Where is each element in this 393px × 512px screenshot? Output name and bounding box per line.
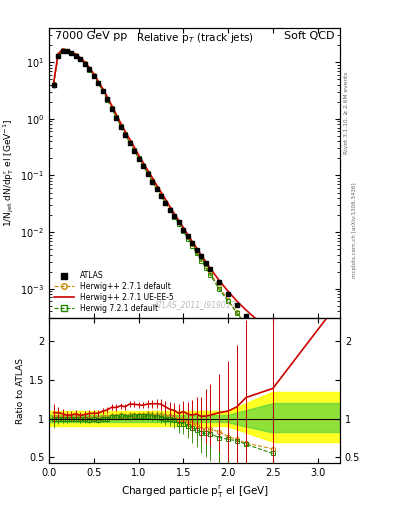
Text: ATLAS_2011_I919017: ATLAS_2011_I919017: [153, 301, 236, 310]
Legend: ATLAS, Herwig++ 2.7.1 default, Herwig++ 2.7.1 UE-EE-5, Herwig 7.2.1 default: ATLAS, Herwig++ 2.7.1 default, Herwig++ …: [53, 270, 175, 314]
Y-axis label: 1/N$_{\rm jet}$ dN/dp$_{\rm T}^{\rm r}$ el [GeV$^{-1}$]: 1/N$_{\rm jet}$ dN/dp$_{\rm T}^{\rm r}$ …: [2, 119, 16, 227]
X-axis label: Charged particle p$_{\rm T}^{\rm r}$ el [GeV]: Charged particle p$_{\rm T}^{\rm r}$ el …: [121, 484, 268, 500]
Text: mcplots.cern.ch [arXiv:1306.3436]: mcplots.cern.ch [arXiv:1306.3436]: [352, 183, 357, 278]
Text: 7000 GeV pp: 7000 GeV pp: [55, 31, 127, 41]
Text: Rivet 3.1.10, ≥ 2.6M events: Rivet 3.1.10, ≥ 2.6M events: [344, 72, 349, 154]
Text: Soft QCD: Soft QCD: [284, 31, 334, 41]
Text: Relative p$_{T}$ (track jets): Relative p$_{T}$ (track jets): [136, 31, 253, 45]
Y-axis label: Ratio to ATLAS: Ratio to ATLAS: [16, 358, 25, 424]
